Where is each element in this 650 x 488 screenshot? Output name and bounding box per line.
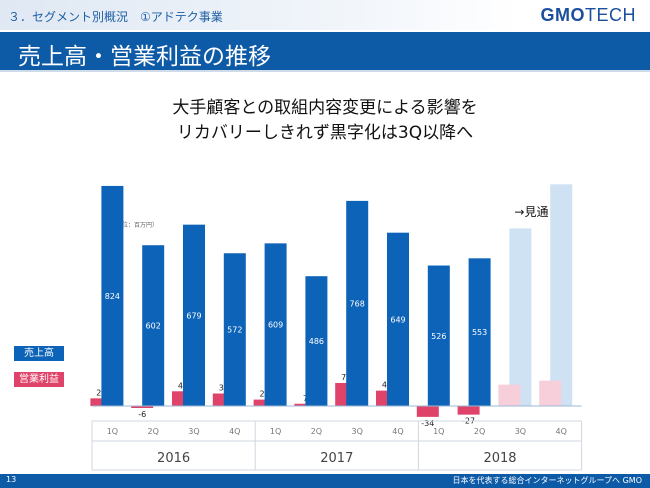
year-label: 2017 [320, 451, 353, 466]
revenue-bar [101, 185, 124, 406]
gmo-tech-logo: GMOTECH [541, 5, 637, 26]
revenue-data-label: 486 [309, 337, 324, 346]
forecast-profit-bar [539, 380, 562, 406]
quarter-tick-label: 4Q [556, 427, 567, 436]
revenue-bar [142, 245, 165, 406]
breadcrumb: ３．セグメント別概況 ①アドテク事業 [8, 10, 223, 24]
breadcrumb-bar: ３．セグメント別概況 ①アドテク事業 GMOTECH [0, 0, 650, 30]
revenue-bar [346, 200, 369, 406]
revenue-data-label: 553 [472, 328, 487, 337]
quarter-tick-label: 4Q [229, 427, 240, 436]
profit-data-label: -6 [138, 410, 146, 419]
revenue-data-label: 602 [146, 322, 161, 331]
quarter-tick-label: 3Q [188, 427, 199, 436]
quarter-tick-label: 2Q [474, 427, 485, 436]
title-bar: 売上高・営業利益の推移 [0, 32, 650, 70]
headline-line-2: リカバリーしきれず黒字化は3Q以降へ [176, 123, 474, 143]
unit-note: （単位：百万円） [110, 221, 158, 229]
footer-tagline: 日本を代表する総合インターネットグループへ GMO [452, 476, 642, 485]
logo-light-text: TECH [585, 5, 636, 25]
page-number: 13 [6, 475, 17, 484]
year-label: 2018 [483, 451, 516, 466]
revenue-data-label: 572 [227, 326, 242, 335]
quarter-tick-label: 2Q [148, 427, 159, 436]
profit-data-label: -34 [421, 419, 434, 428]
revenue-bar [427, 265, 450, 406]
logo-bold-text: GMO [540, 5, 585, 25]
revenue-data-label: 526 [431, 332, 446, 341]
forecast-label: →見通し [514, 205, 560, 219]
quarter-tick-label: 3Q [352, 427, 363, 436]
profit-bar [131, 406, 154, 408]
title-underline [0, 70, 650, 72]
revenue-data-label: 679 [186, 311, 201, 320]
revenue-bar [264, 243, 287, 406]
revenue-bar [223, 253, 246, 406]
profit-bar [416, 406, 439, 417]
forecast-profit-bar [498, 384, 521, 406]
legend-revenue: 売上高 [14, 346, 64, 361]
revenue-profit-chart: （単位：百万円）→見通し24-646392077248-34-278246026… [90, 184, 583, 471]
footer-bar: 13 日本を代表する総合インターネットグループへ GMO [0, 474, 650, 488]
revenue-bar [387, 232, 409, 406]
legend-profit: 営業利益 [14, 372, 64, 387]
forecast-revenue-bar [550, 184, 573, 406]
quarter-tick-label: 3Q [515, 427, 526, 436]
revenue-data-label: 649 [390, 315, 405, 324]
quarter-tick-label: 2Q [311, 427, 322, 436]
quarter-tick-label: 1Q [270, 427, 281, 436]
year-label: 2016 [157, 451, 190, 466]
revenue-bar [468, 258, 491, 406]
quarter-tick-label: 1Q [433, 427, 444, 436]
revenue-data-label: 824 [105, 292, 120, 301]
page-title: 売上高・営業利益の推移 [18, 44, 271, 70]
headline-line-1: 大手顧客との取組内容変更による影響を [172, 98, 478, 118]
profit-bar [457, 406, 480, 415]
forecast-revenue-bar [509, 228, 532, 406]
quarter-tick-label: 1Q [107, 427, 118, 436]
revenue-bar [183, 224, 205, 406]
revenue-data-label: 609 [268, 321, 283, 330]
revenue-data-label: 768 [350, 299, 365, 308]
revenue-bar [305, 276, 328, 406]
quarter-tick-label: 4Q [392, 427, 403, 436]
